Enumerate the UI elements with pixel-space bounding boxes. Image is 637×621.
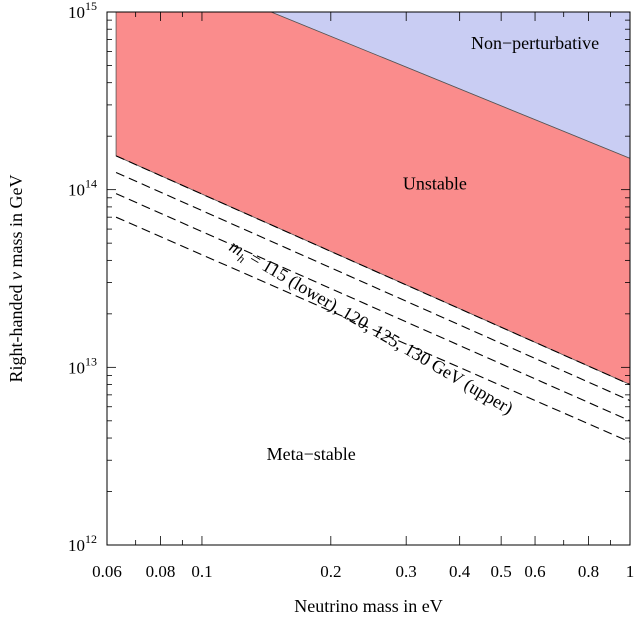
x-tick-label: 0.1 — [191, 562, 212, 581]
label-meta-stable: Meta−stable — [267, 444, 356, 464]
dashed-line-2 — [115, 171, 631, 402]
x-tick-label: 0.2 — [320, 562, 341, 581]
y-tick-label: 1014 — [68, 177, 97, 200]
label-unstable: Unstable — [403, 174, 467, 194]
x-tick-label: 0.8 — [578, 562, 599, 581]
y-axis-label-post: mass in GeV — [6, 175, 26, 273]
x-axis-label: Neutrino mass in eV — [294, 596, 442, 616]
ticks-layer — [106, 11, 631, 546]
y-axis-label: Right-handed ν mass in GeV — [6, 175, 26, 383]
plot-frame — [106, 11, 631, 546]
dashed-line-1 — [115, 155, 631, 386]
x-tick-label: 0.4 — [449, 562, 471, 581]
dashed-line-3 — [115, 193, 631, 422]
y-tick-label: 1015 — [68, 0, 97, 22]
x-tick-label: 0.5 — [491, 562, 512, 581]
y-axis-label-nu: ν — [6, 272, 26, 280]
x-tick-label: 1 — [626, 562, 635, 581]
x-tick-label: 0.06 — [92, 562, 122, 581]
label-non-perturbative: Non−perturbative — [471, 33, 599, 53]
y-tick-label: 1012 — [68, 532, 97, 555]
y-axis-label-pre: Right-handed — [6, 280, 26, 382]
x-tick-label: 0.08 — [146, 562, 176, 581]
x-tick-label: 0.6 — [524, 562, 545, 581]
x-tick-label: 0.3 — [396, 562, 417, 581]
y-tick-label: 1013 — [68, 354, 97, 377]
series-layer — [115, 155, 631, 443]
dashed-line-4 — [115, 216, 631, 443]
